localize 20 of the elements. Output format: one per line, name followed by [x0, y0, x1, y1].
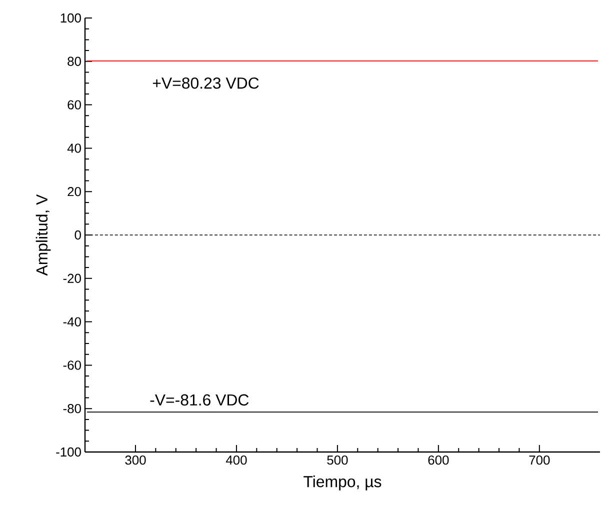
y-tick-label: -20 [63, 274, 81, 283]
x-tick-label: 400 [226, 456, 247, 465]
y-tick-label: 80 [68, 56, 81, 66]
x-tick-label: 600 [428, 456, 449, 465]
y-tick-label: 20 [68, 187, 81, 196]
y-tick-label: -80 [63, 404, 81, 414]
y-tick-label: -60 [63, 360, 81, 370]
annotation: +V=80.23 VDC [152, 77, 259, 89]
x-tick-label: 700 [529, 456, 550, 465]
y-tick-label: 0 [74, 230, 81, 240]
annotation: -V=-81.6 VDC [150, 394, 249, 406]
y-tick-label: 100 [60, 13, 81, 23]
x-axis-title: Tiempo, µs [304, 476, 382, 490]
y-tick-label: 60 [68, 100, 81, 110]
x-tick-label: 300 [125, 456, 146, 465]
y-tick-label: -100 [56, 447, 81, 457]
y-tick-label: -40 [63, 317, 81, 326]
x-tick-label: 500 [327, 456, 348, 465]
y-axis-title: Amplitud, V [36, 194, 51, 276]
y-tick-label: 40 [67, 144, 81, 153]
